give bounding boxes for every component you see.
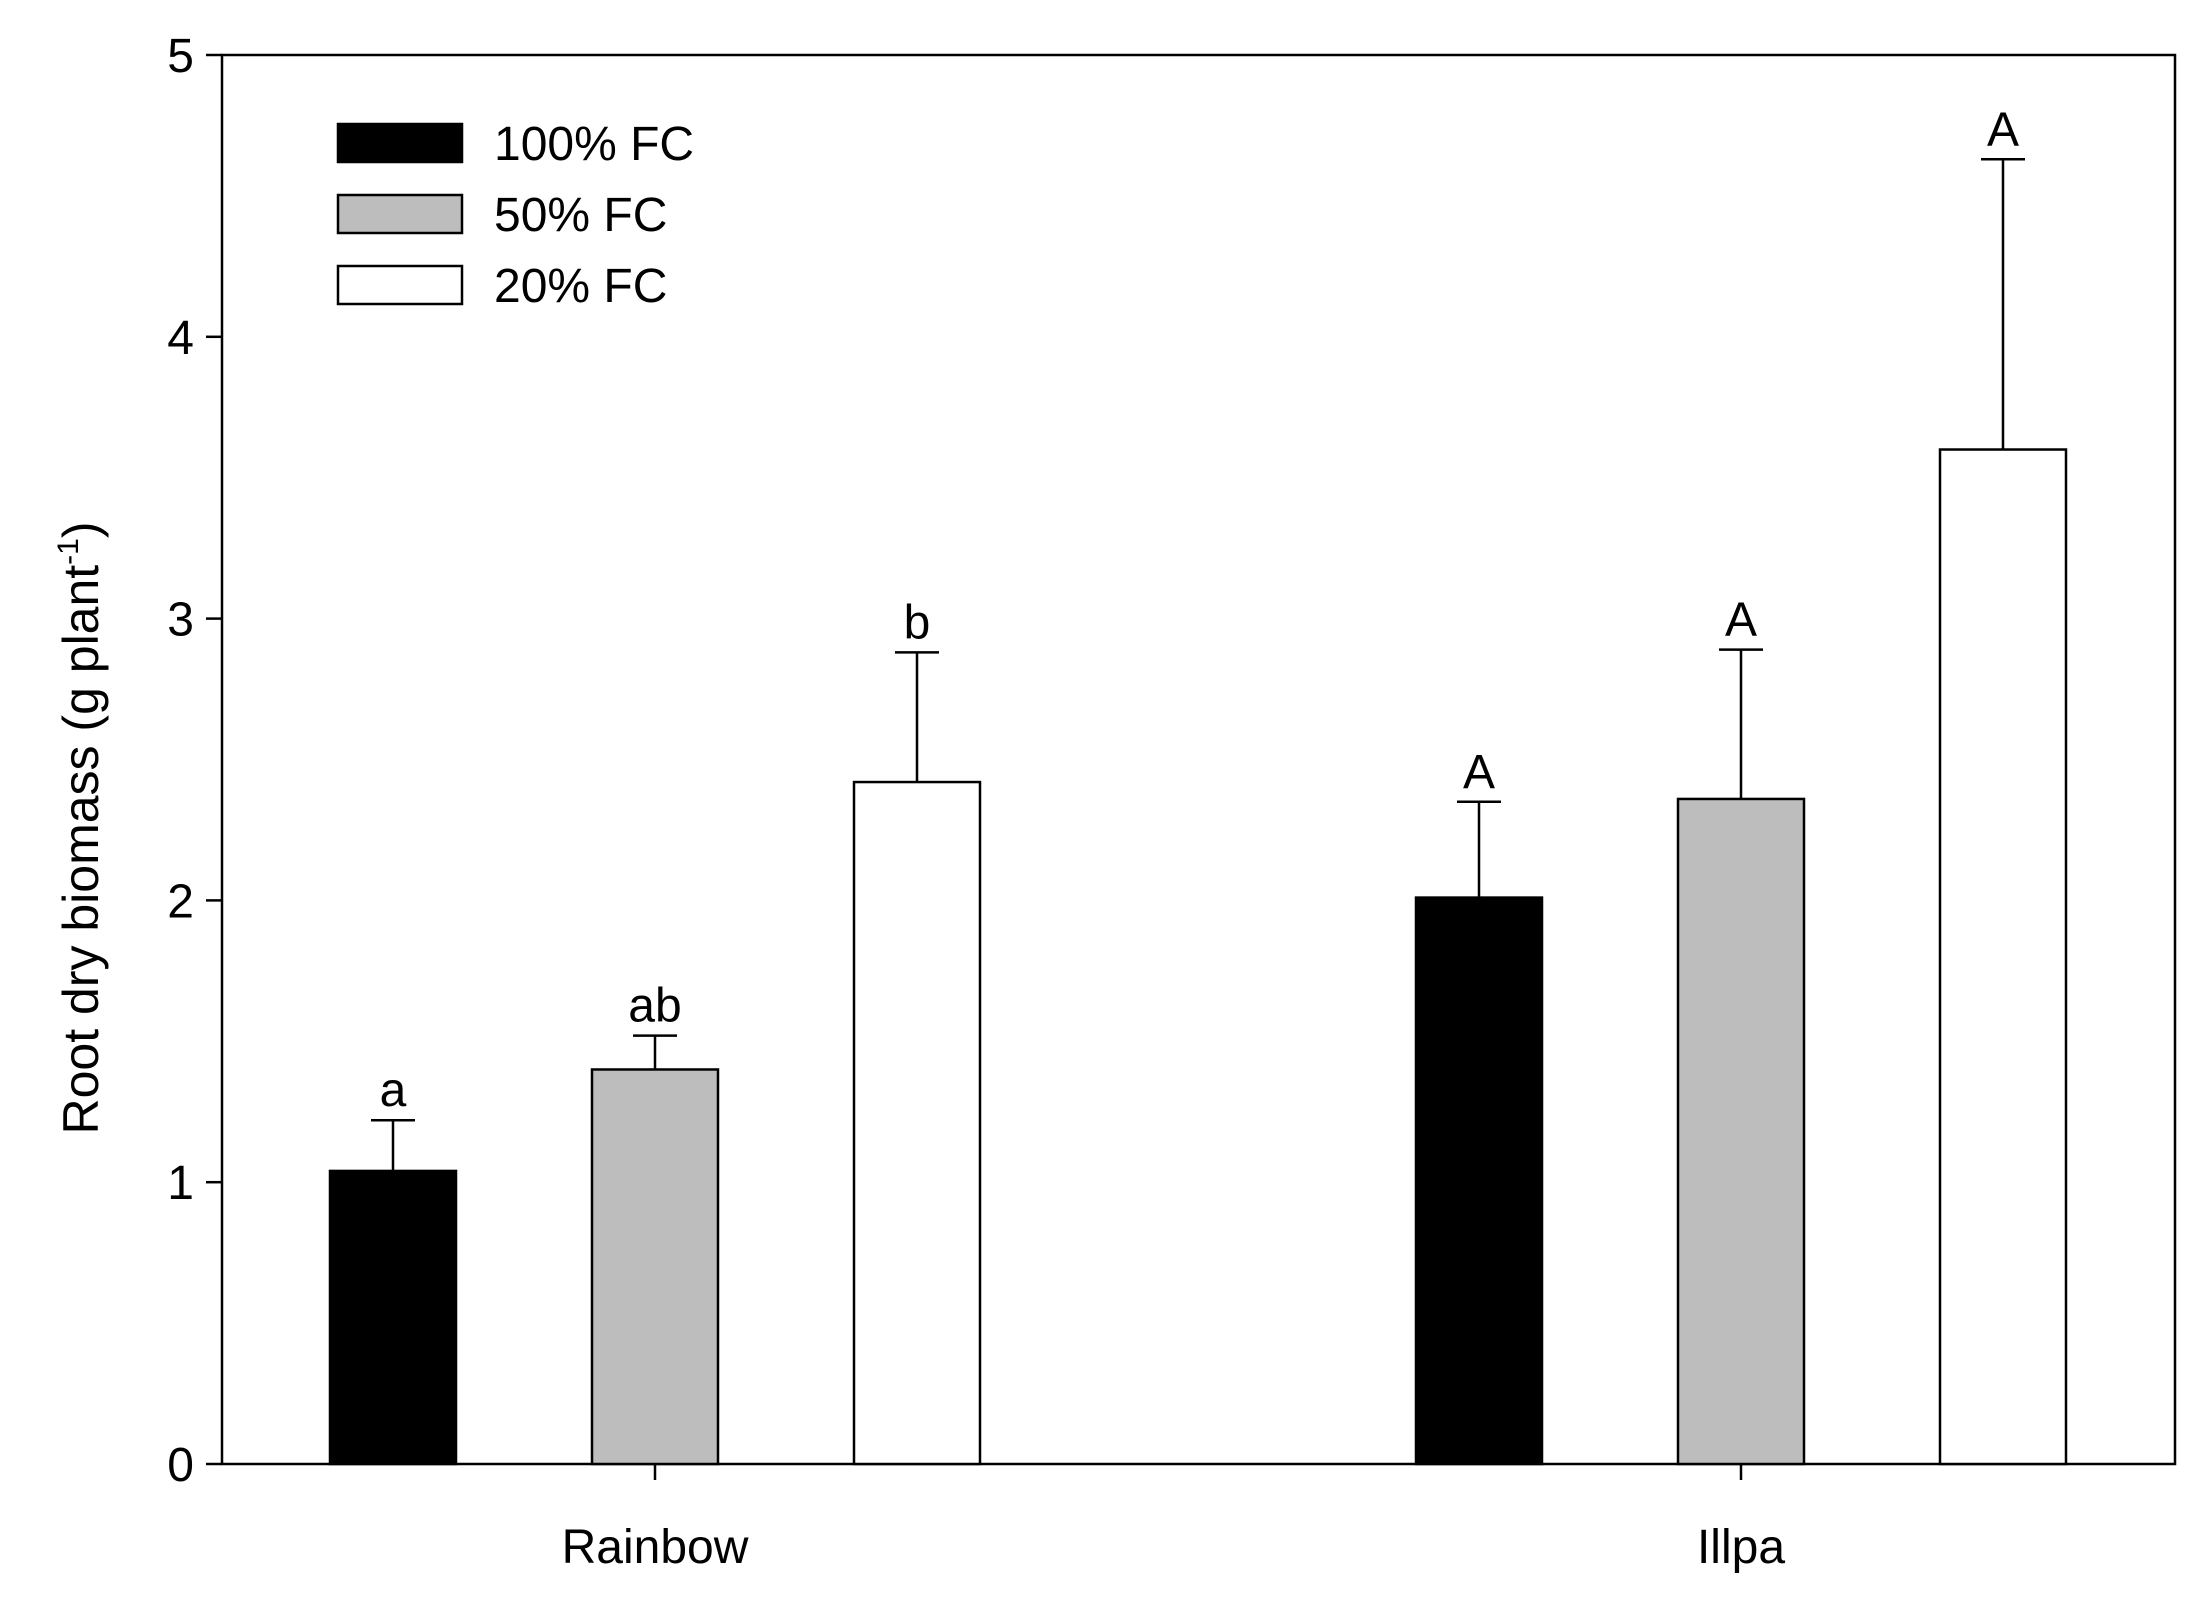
legend-label: 100% FC bbox=[494, 118, 694, 171]
significance-letter: b bbox=[904, 596, 931, 649]
y-axis-title: Root dry biomass (g plant-1) bbox=[52, 521, 109, 1134]
significance-letter: a bbox=[380, 1064, 407, 1117]
legend-swatch bbox=[336, 122, 464, 164]
y-axis-title-close: ) bbox=[53, 521, 109, 538]
y-tick-label: 0 bbox=[167, 1439, 194, 1492]
y-tick-label: 4 bbox=[167, 312, 194, 365]
x-tick-label: Illpa bbox=[1697, 1521, 1785, 1574]
legend-label: 20% FC bbox=[494, 260, 667, 313]
y-tick-label: 5 bbox=[167, 30, 194, 83]
significance-letter: A bbox=[1987, 103, 2019, 156]
legend-swatch bbox=[336, 264, 464, 306]
bars-layer bbox=[328, 158, 2068, 1466]
x-tick-label: Rainbow bbox=[562, 1521, 749, 1574]
y-tick-label: 2 bbox=[167, 875, 194, 928]
significance-letter: A bbox=[1725, 594, 1757, 647]
significance-letter: A bbox=[1463, 746, 1495, 799]
y-axis-title-main: Root dry biomass (g plant bbox=[53, 565, 109, 1135]
bar bbox=[590, 1068, 720, 1466]
y-tick-label: 1 bbox=[167, 1157, 194, 1210]
legend-swatch bbox=[336, 193, 464, 235]
bar bbox=[1938, 448, 2068, 1466]
bar bbox=[1676, 797, 1806, 1466]
bar bbox=[328, 1169, 458, 1466]
axes-layer bbox=[206, 53, 2177, 1480]
y-tick-label: 3 bbox=[167, 594, 194, 647]
labels-layer: 0 1 2 3 4 5 Rainbow a ab b Illpa A A A bbox=[167, 30, 2019, 1574]
legend-label: 50% FC bbox=[494, 189, 667, 242]
bar bbox=[852, 780, 982, 1466]
bar bbox=[1414, 896, 1544, 1466]
significance-letter: ab bbox=[628, 980, 681, 1033]
plot-frame bbox=[220, 53, 2177, 1466]
y-axis-title-superscript: -1 bbox=[52, 538, 85, 565]
legend: 100% FC 50% FC 20% FC bbox=[336, 118, 694, 313]
